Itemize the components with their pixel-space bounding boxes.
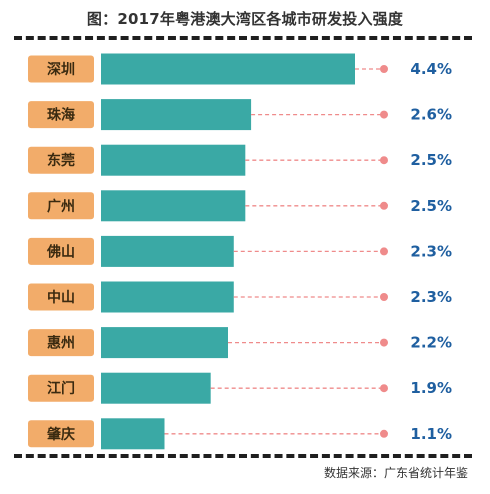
category-label: 珠海: [47, 107, 75, 124]
leader-dot: [380, 429, 388, 438]
value-label: 2.3%: [410, 288, 452, 306]
bar: [101, 190, 246, 222]
category-label: 佛山: [46, 243, 75, 260]
category-label-box: [28, 146, 94, 174]
value-label: 2.5%: [410, 197, 452, 215]
bar: [101, 281, 234, 313]
category-label-box: [28, 237, 94, 265]
bar: [101, 372, 211, 404]
leader-dot: [380, 201, 388, 210]
leader-dot: [380, 384, 388, 393]
leader-dot: [380, 247, 388, 256]
value-label: 1.9%: [410, 379, 452, 397]
category-label: 惠州: [47, 335, 75, 352]
value-label: 2.3%: [410, 242, 452, 260]
category-label-box: [28, 329, 94, 357]
leader-dot: [380, 65, 388, 73]
category-label: 深圳: [47, 61, 75, 78]
value-label: 4.4%: [410, 60, 452, 78]
leader-dot: [380, 156, 388, 165]
category-label: 肇庆: [47, 426, 75, 443]
bar: [101, 99, 252, 131]
category-label-box: [28, 101, 94, 129]
bar: [101, 53, 355, 85]
value-label: 1.1%: [410, 425, 452, 443]
value-label: 2.6%: [410, 106, 452, 124]
bottom-divider: [14, 454, 472, 458]
data-source-note: 数据来源：广东省统计年鉴: [323, 466, 468, 480]
category-label: 广州: [47, 198, 75, 215]
category-label-box: [28, 55, 94, 83]
category-label-box: [28, 374, 94, 402]
bar: [101, 235, 234, 267]
leader-dot: [380, 338, 388, 347]
chart-title: 图：2017年粤港澳大湾区各城市研发投入强度: [86, 10, 404, 28]
category-label: 江门: [47, 380, 75, 397]
category-label-box: [28, 283, 94, 311]
bar: [101, 418, 165, 450]
bar: [101, 327, 228, 359]
category-label: 中山: [47, 289, 75, 306]
category-label: 东莞: [47, 152, 75, 169]
bar: [101, 144, 246, 176]
leader-dot: [380, 110, 388, 119]
category-label-box: [28, 420, 94, 448]
value-label: 2.5%: [410, 151, 452, 169]
leader-dot: [380, 293, 388, 301]
value-label: 2.2%: [410, 334, 452, 352]
category-label-box: [28, 192, 94, 220]
top-divider: [14, 36, 472, 40]
